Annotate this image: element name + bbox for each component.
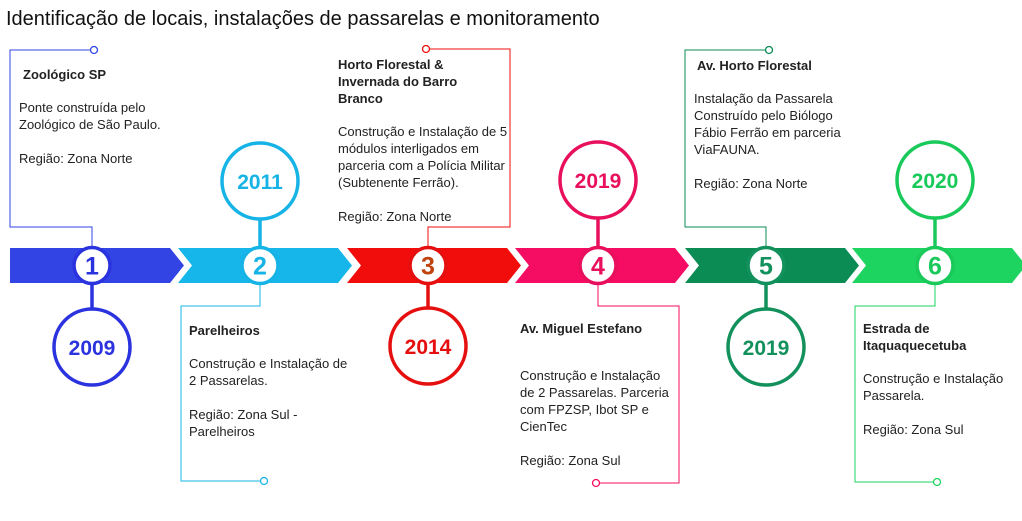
milestone-2-box: Parelheiros Construção e Instalação de 2… bbox=[189, 322, 349, 457]
year-circle-6 bbox=[895, 140, 975, 220]
connector-dot-6 bbox=[932, 477, 942, 487]
milestone-2-region: Região: Zona Sul - Parelheiros bbox=[189, 407, 298, 439]
year-circle-2 bbox=[220, 141, 300, 221]
milestone-year-2: 2011 bbox=[237, 171, 283, 194]
milestone-5-region: Região: Zona Norte bbox=[694, 176, 808, 191]
connector-line-5 bbox=[684, 49, 769, 248]
milestone-year-4: 2019 bbox=[575, 170, 622, 193]
connector-dot-5 bbox=[764, 45, 774, 55]
milestone-number-3: 3 bbox=[421, 253, 435, 281]
year-circle-3 bbox=[388, 306, 468, 386]
connector-dot-2 bbox=[259, 476, 269, 486]
connector-line-6 bbox=[854, 283, 937, 483]
milestone-number-2: 2 bbox=[253, 253, 267, 281]
milestone-4-box: Av. Miguel Estefano Construção e Instala… bbox=[520, 320, 678, 486]
connector-dot-4 bbox=[591, 478, 601, 488]
milestone-4-place: Av. Miguel Estefano bbox=[520, 321, 643, 336]
number-circle-1 bbox=[72, 245, 112, 286]
milestone-year-6: 2020 bbox=[912, 170, 959, 193]
milestone-3-region: Região: Zona Norte bbox=[338, 209, 452, 224]
milestone-number-5: 5 bbox=[759, 253, 773, 281]
milestone-year-5: 2019 bbox=[743, 337, 790, 360]
number-circle-6 bbox=[915, 245, 955, 286]
milestone-6-description: Construção e Instalação Passarela. bbox=[863, 371, 1004, 403]
milestone-5-place: Av. Horto Florestal bbox=[697, 58, 812, 73]
milestone-1-region: Região: Zona Norte bbox=[19, 151, 133, 166]
page-title: Identificação de locais, instalações de … bbox=[6, 8, 600, 30]
milestone-2-description: Construção e Instalação de 2 Passarelas. bbox=[189, 356, 348, 388]
number-circle-2 bbox=[240, 245, 280, 286]
connector-line-2 bbox=[180, 283, 264, 482]
milestone-1-place: Zoológico SP bbox=[23, 67, 107, 82]
connector-dot-1 bbox=[89, 45, 99, 55]
milestone-3-place: Horto Florestal & Invernada do Barro Bra… bbox=[338, 57, 458, 106]
connector-line-3 bbox=[426, 48, 511, 248]
connector-line-4 bbox=[596, 283, 680, 484]
milestone-number-6: 6 bbox=[928, 253, 942, 281]
year-circle-1 bbox=[52, 307, 132, 387]
connector-dot-3 bbox=[421, 44, 431, 54]
year-circle-5 bbox=[726, 307, 806, 387]
milestone-1-box: Zoológico SP Ponte construída pelo Zooló… bbox=[19, 66, 179, 184]
milestone-4-region: Região: Zona Sul bbox=[520, 453, 621, 468]
milestone-6-box: Estrada de Itaquaquecetuba Construção e … bbox=[863, 320, 1019, 455]
year-circle-4 bbox=[558, 140, 638, 220]
milestone-3-description: Construção e Instalação de 5 módulos int… bbox=[338, 124, 508, 190]
number-circle-4 bbox=[578, 245, 618, 286]
milestone-3-box: Horto Florestal & Invernada do Barro Bra… bbox=[338, 56, 510, 242]
milestone-5-box: Av. Horto Florestal Instalação da Passar… bbox=[694, 57, 856, 209]
connector-line-1 bbox=[9, 49, 94, 248]
milestone-year-1: 2009 bbox=[69, 337, 116, 360]
milestone-number-4: 4 bbox=[591, 253, 605, 281]
number-circle-5 bbox=[746, 245, 786, 286]
milestone-5-description: Instalação da Passarela Construído pelo … bbox=[694, 91, 841, 157]
milestone-6-region: Região: Zona Sul bbox=[863, 422, 964, 437]
milestone-year-3: 2014 bbox=[405, 336, 452, 359]
milestone-6-place: Estrada de Itaquaquecetuba bbox=[863, 321, 967, 353]
milestone-1-description: Ponte construída pelo Zoológico de São P… bbox=[19, 100, 161, 132]
milestone-4-description: Construção e Instalação de 2 Passarelas.… bbox=[520, 368, 669, 434]
milestone-number-1: 1 bbox=[85, 253, 99, 281]
milestone-2-place: Parelheiros bbox=[189, 323, 260, 338]
number-circle-3 bbox=[408, 245, 448, 286]
